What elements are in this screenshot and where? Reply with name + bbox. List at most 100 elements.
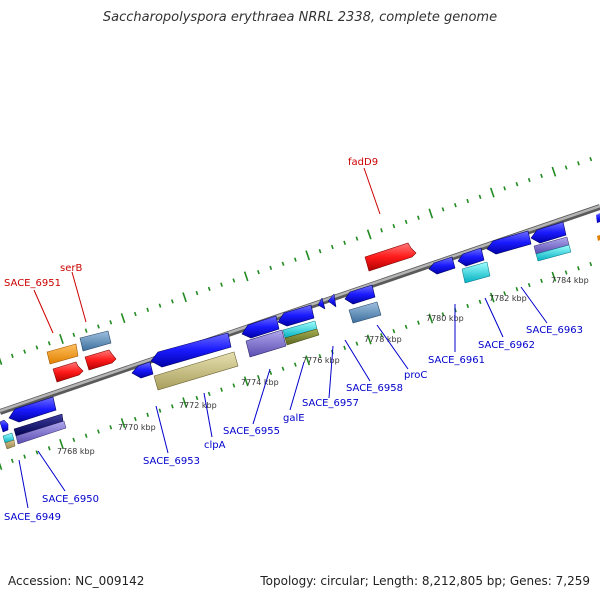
ruler-tick	[428, 313, 434, 324]
gene-label-sace6951[interactable]: SACE_6951	[4, 278, 61, 289]
gene-label-sace6962[interactable]: SACE_6962	[478, 340, 535, 351]
ruler-tick	[109, 425, 113, 430]
ruler-tick	[489, 292, 495, 303]
gene-label-proc[interactable]: proC	[404, 370, 427, 381]
ruler-tick	[478, 299, 482, 304]
ruler-tick	[84, 328, 88, 333]
feature-navy[interactable]	[13, 413, 64, 437]
feature-blue-edge[interactable]	[596, 213, 600, 223]
ruler-tick	[503, 291, 507, 296]
ruler-tick	[59, 439, 64, 450]
gene-label-sace6955[interactable]: SACE_6955	[223, 426, 280, 437]
ruler-tick	[540, 173, 543, 179]
ruler-tick	[564, 270, 568, 275]
feature-serb-red[interactable]	[52, 361, 84, 383]
ruler-tick	[589, 156, 593, 162]
feature-blue[interactable]	[0, 419, 9, 433]
gene-label-sace6949[interactable]: SACE_6949	[4, 512, 61, 523]
ruler-tick	[527, 177, 531, 183]
feature-tiny-2[interactable]	[327, 293, 337, 308]
gene-label-sace6950[interactable]: SACE_6950	[42, 494, 99, 505]
tick-label: 7782 kbp	[489, 294, 527, 303]
gene-label-sace6963[interactable]: SACE_6963	[526, 325, 583, 336]
feature-blue-7[interactable]	[457, 247, 485, 267]
ruler-tick	[305, 355, 311, 366]
feature-red-2[interactable]	[84, 349, 117, 371]
ruler-tick	[47, 446, 51, 451]
ruler-tick	[577, 266, 580, 271]
tick-label: 7770 kbp	[118, 423, 156, 432]
ruler-tick	[120, 313, 126, 324]
ruler-tick	[220, 387, 223, 392]
feature-tiny-1[interactable]	[317, 297, 326, 310]
feature-orange-edge[interactable]	[597, 235, 600, 241]
ruler-tick	[133, 416, 137, 422]
gene-label-sace6957[interactable]: SACE_6957	[302, 398, 359, 409]
gene-label-sace6961[interactable]: SACE_6961	[428, 355, 485, 366]
ruler-tick	[330, 244, 334, 250]
gene-label-sace6953[interactable]: SACE_6953	[143, 456, 200, 467]
ruler-tick	[466, 198, 470, 204]
gene-label-fadd9[interactable]: fadD9	[348, 157, 378, 168]
feature-cyan-3[interactable]	[461, 261, 491, 284]
feature-orange[interactable]	[46, 343, 79, 365]
ruler-tick	[72, 437, 76, 443]
feature-gale-olive[interactable]	[284, 328, 320, 346]
ruler-tick	[35, 450, 39, 455]
feature-blue-6[interactable]	[428, 256, 456, 275]
ruler-tick	[441, 312, 445, 317]
ruler-tick	[540, 278, 543, 284]
feature-steelblue[interactable]	[79, 330, 112, 352]
gene-label-serb[interactable]: serB	[60, 263, 82, 274]
ruler-tick	[515, 182, 519, 187]
gene-label-clpa[interactable]: clpA	[204, 440, 226, 451]
feature-fadd9[interactable]	[364, 242, 417, 272]
feature-sace6953[interactable]	[150, 332, 232, 368]
ruler-tick	[257, 269, 260, 275]
feature-slateblue[interactable]	[15, 420, 67, 445]
ruler-tick	[243, 271, 249, 282]
ruler-tick	[281, 366, 285, 371]
ruler-tick	[84, 433, 88, 438]
ruler-tick	[243, 376, 249, 387]
ruler-tick	[195, 290, 199, 296]
feature-blue-9[interactable]	[530, 221, 567, 244]
feature-steelblue-2[interactable]	[348, 301, 382, 324]
feature-cyan-4[interactable]	[535, 244, 572, 262]
ruler-tick	[551, 271, 557, 282]
ruler-tick	[366, 229, 372, 240]
forward-features	[46, 235, 600, 383]
genome-summary-text: Topology: circular; Length: 8,212,805 bp…	[260, 574, 590, 588]
gene-label-sace6958[interactable]: SACE_6958	[346, 383, 403, 394]
ruler-tick	[120, 418, 126, 429]
ruler-tick	[47, 341, 51, 346]
ruler-tick	[366, 334, 372, 345]
ruler-tick	[232, 383, 236, 388]
ruler-tick	[318, 354, 322, 359]
ruler-tick	[182, 292, 187, 303]
feature-blue-3[interactable]	[241, 315, 280, 339]
feature-tan-small[interactable]	[4, 439, 16, 450]
ruler-tick	[269, 370, 273, 376]
feature-sace6950[interactable]	[8, 396, 57, 423]
ruler-tick	[551, 166, 557, 177]
forward-label-group: SACE_6951 serB fadD9	[4, 157, 378, 289]
ruler-tick	[109, 320, 113, 325]
feature-small-blue[interactable]	[131, 361, 154, 379]
tick-label: 7776 kbp	[302, 356, 340, 365]
ruler-tick	[97, 429, 100, 434]
feature-sace6955[interactable]	[245, 329, 287, 358]
ruler-tick	[269, 265, 273, 271]
ruler-tick	[454, 203, 457, 208]
feature-clpa-khaki[interactable]	[153, 351, 239, 391]
ruler-tick	[404, 324, 408, 330]
feature-blue-8[interactable]	[486, 230, 532, 255]
reverse-label-group: SACE_6949 SACE_6950 SACE_6953 clpA SACE_…	[4, 325, 583, 523]
ruler-tick	[97, 324, 100, 329]
ruler-tick	[158, 303, 162, 308]
feature-blue-4[interactable]	[277, 304, 315, 327]
feature-blue-5[interactable]	[344, 284, 376, 305]
ruler-tick	[220, 282, 223, 287]
gene-label-gale[interactable]: galE	[283, 413, 305, 424]
